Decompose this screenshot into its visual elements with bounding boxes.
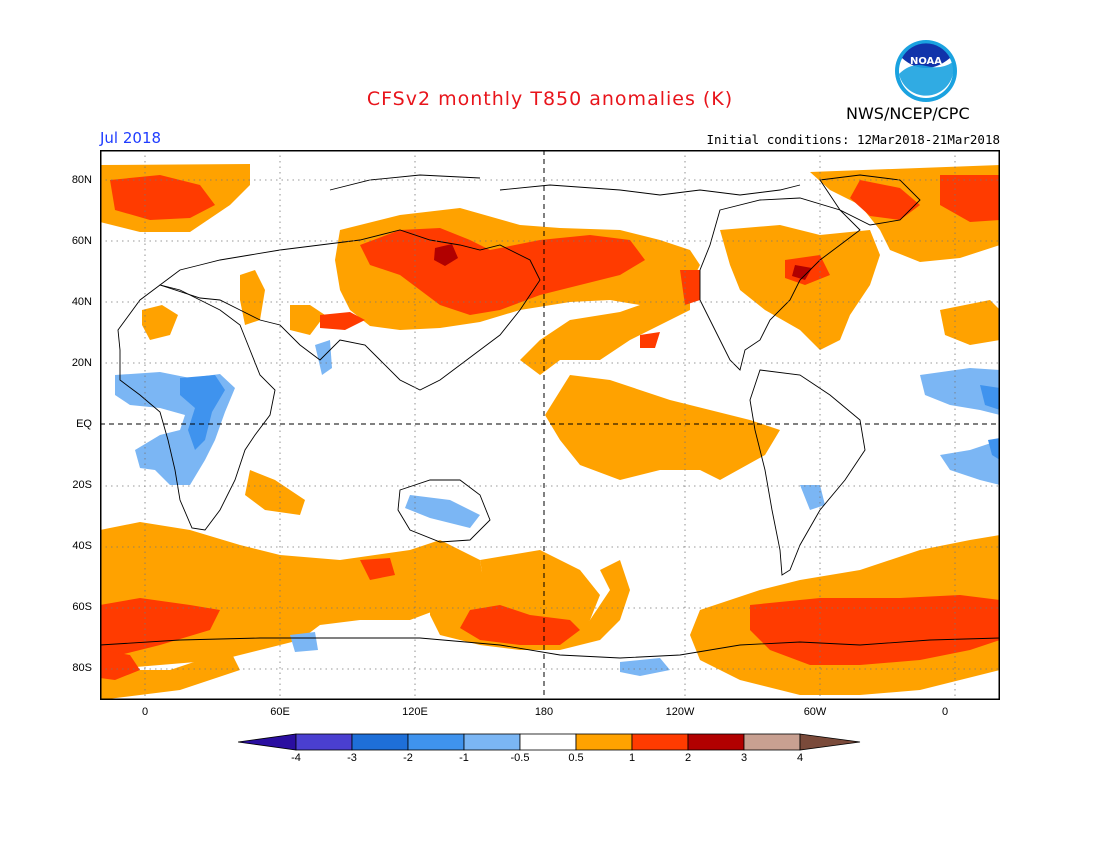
colorbar-tick: 3 <box>740 752 748 764</box>
lat-label: 80S <box>72 662 92 674</box>
lat-label: 80N <box>71 174 92 186</box>
colorbar-bin <box>351 733 409 751</box>
chart-title: CFSv2 monthly T850 anomalies (K) <box>366 88 734 110</box>
colorbar-tick: 4 <box>796 752 804 764</box>
graticule <box>100 150 1000 700</box>
colorbar-bin <box>575 733 633 751</box>
logo-text: NOAA <box>910 56 942 67</box>
lat-label: 20N <box>71 357 92 369</box>
lon-label: 0 <box>941 706 949 718</box>
colorbar-bin <box>687 733 745 751</box>
colorbar-bin <box>295 733 353 751</box>
colorbar-bin <box>463 733 521 751</box>
colorbar-tick: -2 <box>403 752 413 764</box>
colorbar-bin <box>407 733 465 751</box>
lat-label: 60S <box>72 601 92 613</box>
colorbar-left-arrow <box>238 733 297 751</box>
agency-label: NWS/NCEP/CPC <box>846 104 970 123</box>
lon-label: 60W <box>803 706 827 718</box>
colorbar-bin <box>743 733 801 751</box>
colorbar-bin <box>519 733 577 751</box>
anomaly-neg2-to-neg1 <box>180 375 1000 460</box>
lon-label: 120E <box>402 706 428 718</box>
colorbar <box>238 733 861 751</box>
lon-label: 120W <box>665 706 695 718</box>
map-frame <box>100 150 1000 700</box>
lon-label: 60E <box>270 706 290 718</box>
initial-conditions-label: Initial conditions: 12Mar2018-21Mar2018 <box>706 132 1001 147</box>
map-panel <box>100 150 1000 700</box>
lon-label: 180 <box>534 706 554 718</box>
anomaly-2-to-3 <box>434 244 812 280</box>
colorbar-tick: -0.5 <box>510 752 530 764</box>
colorbar-right-arrow <box>799 733 861 751</box>
colorbar-tick: -1 <box>459 752 469 764</box>
colorbar-tick: -4 <box>291 752 301 764</box>
lat-label: 60N <box>71 235 92 247</box>
valid-month-label: Jul 2018 <box>100 129 162 147</box>
reference-lines <box>100 150 1000 700</box>
colorbar-tick: 2 <box>684 752 692 764</box>
lat-label: 20S <box>72 479 92 491</box>
lat-label: 40N <box>71 296 92 308</box>
continent-outlines <box>100 174 1000 659</box>
colorbar-tick: -3 <box>347 752 357 764</box>
colorbar-bin <box>631 733 689 751</box>
anomaly-1-to-2 <box>100 175 1000 680</box>
lat-label: EQ <box>76 418 92 430</box>
colorbar-tick: 0.5 <box>568 752 584 764</box>
colorbar-tick: 1 <box>628 752 636 764</box>
noaa-logo: NOAA <box>895 40 957 102</box>
lat-label: 40S <box>72 540 92 552</box>
lon-label: 0 <box>141 706 149 718</box>
